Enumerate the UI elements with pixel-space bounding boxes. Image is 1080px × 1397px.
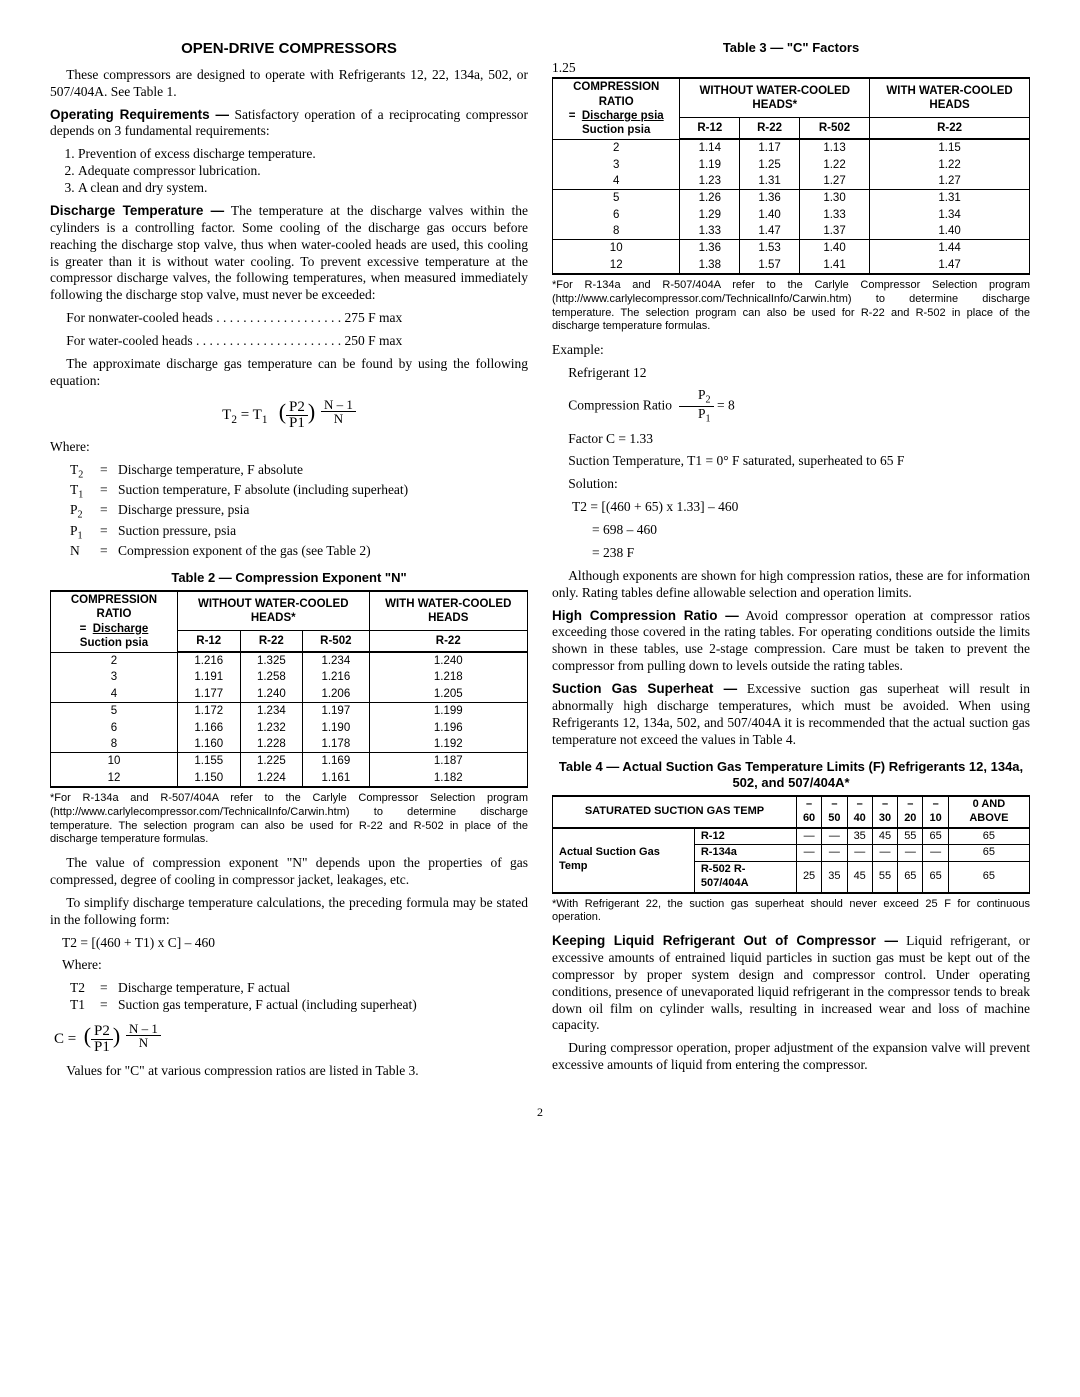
sgs-para: Suction Gas Superheat — Excessive suctio…	[552, 681, 1030, 749]
sgs-heading: Suction Gas Superheat —	[552, 681, 737, 696]
equation-t2: T2 = T1 (P2P1) N – 1N	[50, 398, 528, 431]
opreq-item: Prevention of excess discharge temperatu…	[78, 146, 528, 163]
hcr-para: High Compression Ratio — Avoid compresso…	[552, 608, 1030, 676]
table4-footnote: *With Refrigerant 22, the suction gas su…	[552, 898, 1030, 926]
klro-text2: During compressor operation, proper adju…	[552, 1040, 1030, 1074]
where-block2: T2=Discharge temperature, F actual T1=Su…	[70, 980, 528, 1014]
example-st: Suction Temperature, T1 = 0° F saturated…	[552, 453, 1030, 470]
opreq-item: Adequate compressor lubrication.	[78, 163, 528, 180]
example-sol: Solution:	[552, 476, 1030, 493]
page-number: 2	[50, 1105, 1030, 1120]
page-title: OPEN-DRIVE COMPRESSORS	[50, 40, 528, 59]
hcr-heading: High Compression Ratio —	[552, 608, 739, 623]
table2: COMPRESSION RATIO= DischargeSuction psia…	[50, 590, 528, 788]
table4-title: Table 4 — Actual Suction Gas Temperature…	[552, 759, 1030, 792]
intro-text: These compressors are designed to operat…	[50, 67, 528, 101]
table2-footnote: *For R-134a and R-507/404A refer to the …	[50, 792, 528, 847]
after-t2a: The value of compression exponent "N" de…	[50, 855, 528, 889]
example-s3: = 238 F	[592, 545, 1030, 562]
after-t2b: To simplify discharge temperature calcul…	[50, 895, 528, 929]
disch-line1: For nonwater-cooled heads . . . . . . . …	[50, 310, 528, 327]
table2-title: Table 2 — Compression Exponent "N"	[50, 570, 528, 586]
disch-para: Discharge Temperature — The temperature …	[50, 203, 528, 304]
example-cr: Compression Ratio P2P1 = 8	[552, 388, 1030, 425]
klro-heading: Keeping Liquid Refrigerant Out of Compre…	[552, 933, 898, 948]
opreq-para: Operating Requirements — Satisfactory op…	[50, 107, 528, 141]
opreq-list: Prevention of excess discharge temperatu…	[78, 146, 528, 197]
vals-c: Values for "C" at various compression ra…	[50, 1063, 528, 1080]
disch-heading: Discharge Temperature —	[50, 203, 224, 218]
where-label2: Where:	[62, 957, 528, 974]
example-refrig: Refrigerant 12	[552, 365, 1030, 382]
klro-para: Keeping Liquid Refrigerant Out of Compre…	[552, 933, 1030, 1034]
formula-c: T2 = [(460 + T1) x C] – 460	[62, 935, 528, 952]
equation-c: C = (P2P1) N – 1N	[54, 1022, 528, 1055]
table3-footnote: *For R-134a and R-507/404A refer to the …	[552, 279, 1030, 334]
where-block: T2=Discharge temperature, F absolute T1=…	[70, 462, 528, 560]
table3-title: Table 3 — "C" Factors	[552, 40, 1030, 56]
example-fc: Factor C = 1.33	[552, 431, 1030, 448]
disch-line2: For water-cooled heads . . . . . . . . .…	[50, 333, 528, 350]
example-s2: = 698 – 460	[592, 522, 1030, 539]
example-head: Example:	[552, 342, 1030, 359]
example-s1: T2 = [(460 + 65) x 1.33] – 460	[572, 499, 1030, 516]
where-label: Where:	[50, 439, 528, 456]
table4: SATURATED SUCTION GAS TEMP –60–50–40 –30…	[552, 795, 1030, 894]
table3: COMPRESSION RATIO= Discharge psiaSuction…	[552, 77, 1030, 275]
opreq-item: A clean and dry system.	[78, 180, 528, 197]
expnote: Although exponents are shown for high co…	[552, 568, 1030, 602]
disch-approx: The approximate discharge gas temperatur…	[50, 356, 528, 390]
opreq-heading: Operating Requirements —	[50, 107, 229, 122]
